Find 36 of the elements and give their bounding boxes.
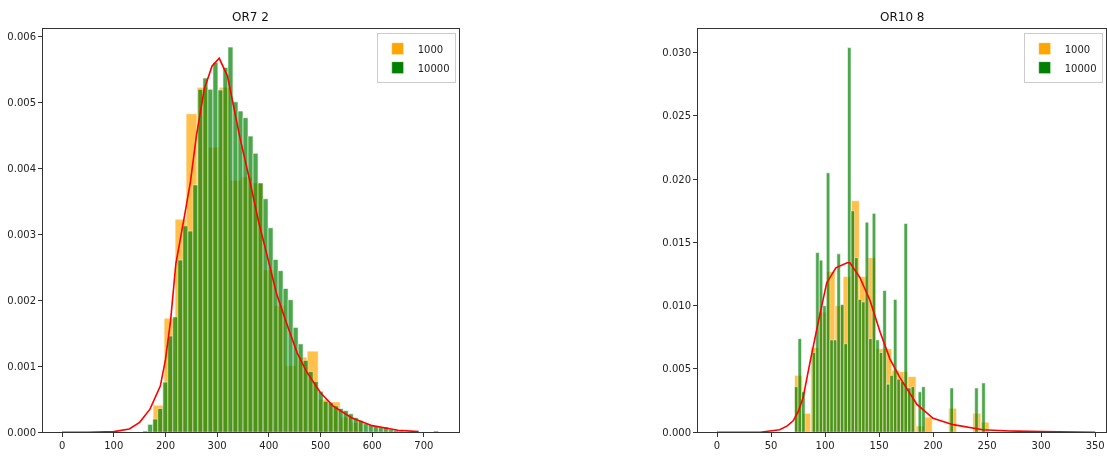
legend-label: 1000 xyxy=(1064,43,1091,55)
y-tick-label: 0.010 xyxy=(662,300,691,312)
chart-title: OR10 8 xyxy=(880,10,925,24)
y-tick-label: 0.003 xyxy=(7,228,36,240)
y-tick-label: 0.020 xyxy=(662,173,691,185)
x-tick-label: 0 xyxy=(713,440,721,452)
y-tick-label: 0.004 xyxy=(7,162,36,174)
y-tick-label: 0.001 xyxy=(7,360,36,372)
y-tick-label: 0.025 xyxy=(662,110,691,122)
y-tick-label: 0.005 xyxy=(662,363,691,375)
x-tick-label: 350 xyxy=(1085,440,1105,452)
x-tick-label: 600 xyxy=(362,440,382,452)
x-tick-label: 700 xyxy=(414,440,434,452)
x-tick-label: 0 xyxy=(58,440,66,452)
chart-title: OR7 2 xyxy=(232,10,269,24)
x-tick-label: 250 xyxy=(977,440,997,452)
x-tick-label: 100 xyxy=(815,440,835,452)
y-tick-label: 0.015 xyxy=(662,236,691,248)
x-tick-label: 300 xyxy=(1031,440,1051,452)
y-tick-label: 0.030 xyxy=(662,47,691,59)
y-tick-label: 0.005 xyxy=(7,96,36,108)
x-tick-label: 400 xyxy=(259,440,279,452)
y-tick-label: 0.002 xyxy=(7,294,36,306)
x-tick-label: 200 xyxy=(155,440,176,452)
legend-label: 10000 xyxy=(1064,62,1097,74)
x-tick-label: 50 xyxy=(764,440,778,452)
x-tick-label: 150 xyxy=(869,440,889,452)
x-tick-label: 500 xyxy=(310,440,331,452)
legend-label: 1000 xyxy=(417,43,444,55)
y-tick-label: 0.006 xyxy=(7,31,36,43)
y-tick-label: 0.000 xyxy=(7,426,36,438)
x-tick-label: 100 xyxy=(104,440,124,452)
legend-label: 10000 xyxy=(417,62,450,74)
x-tick-label: 200 xyxy=(923,440,943,452)
y-tick-label: 0.000 xyxy=(662,426,691,438)
x-tick-label: 300 xyxy=(207,440,227,452)
